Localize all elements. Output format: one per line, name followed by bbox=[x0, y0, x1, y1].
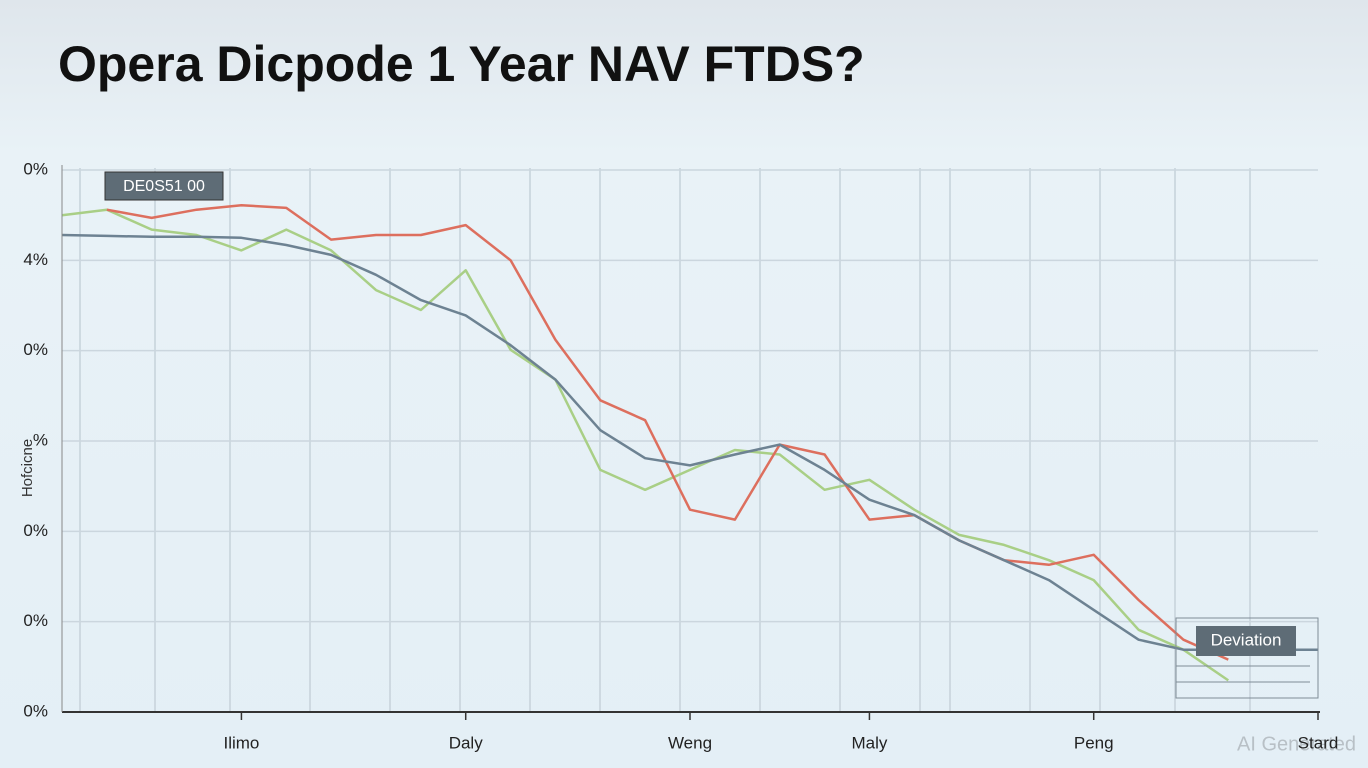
line-series bbox=[106, 203, 1229, 661]
vertical-grid bbox=[62, 168, 1318, 713]
x-tick-label: Daly bbox=[449, 733, 484, 752]
x-tick-label: Ilimo bbox=[223, 733, 259, 752]
line-series bbox=[61, 233, 1318, 651]
annotation: DE0S51 00 bbox=[123, 178, 205, 195]
y-tick-label: 4% bbox=[23, 250, 48, 269]
y-tick-label: % bbox=[33, 430, 48, 449]
x-tick-label: Peng bbox=[1074, 733, 1114, 752]
legend-frame bbox=[1175, 617, 1319, 699]
y-tick-label: 0% bbox=[23, 340, 48, 359]
chart-title: Opera Dicpode 1 Year NAV FTDS? bbox=[58, 36, 865, 92]
annotation: Deviation bbox=[1211, 630, 1282, 649]
x-tick-label: Maly bbox=[851, 733, 887, 752]
annotation-box bbox=[1196, 626, 1296, 656]
plot bbox=[61, 203, 1318, 682]
y-tick-label: 0% bbox=[23, 611, 48, 630]
y-tick-label: 0% bbox=[23, 701, 48, 720]
y-tick-label: 0% bbox=[23, 159, 48, 178]
y-tick-label: 0% bbox=[23, 521, 48, 540]
y-axis-label: Hofcicne bbox=[19, 439, 36, 497]
annotation-box bbox=[104, 171, 224, 201]
x-tick-label: Weng bbox=[668, 733, 712, 752]
line-series bbox=[61, 208, 1230, 682]
watermark: AI Generated bbox=[1237, 733, 1356, 755]
x-tick-label: Stard bbox=[1298, 733, 1339, 752]
